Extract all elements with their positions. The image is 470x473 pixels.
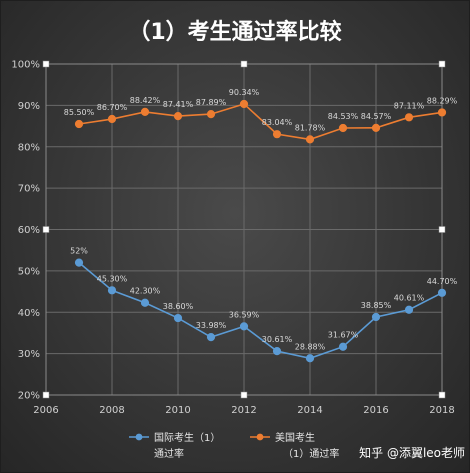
x-tick-label: 2014 — [297, 405, 322, 416]
legend-label: 通过率 — [154, 447, 184, 460]
y-tick-label: 70% — [18, 184, 40, 195]
y-tick-label: 80% — [18, 142, 40, 153]
data-point — [272, 347, 282, 356]
data-label: 83.04% — [262, 118, 293, 127]
legend-label: （1）通过率 — [283, 447, 339, 460]
data-point — [437, 108, 447, 117]
x-tick-label: 2012 — [231, 405, 256, 416]
data-point — [338, 342, 348, 351]
data-point — [74, 258, 84, 267]
y-tick-label: 20% — [18, 391, 40, 402]
data-label: 36.59% — [229, 310, 260, 319]
selection-handle — [42, 391, 50, 399]
data-label: 30.61% — [262, 335, 293, 344]
data-label: 87.89% — [196, 98, 227, 107]
data-label: 87.11% — [394, 101, 425, 110]
data-label: 31.67% — [328, 331, 359, 340]
watermark: 知乎 @添翼leo老师 — [359, 446, 465, 460]
data-label: 38.85% — [361, 301, 392, 310]
data-label: 45.30% — [97, 274, 128, 283]
data-label: 85.50% — [64, 108, 95, 117]
data-point — [206, 333, 216, 342]
data-label: 84.53% — [328, 112, 359, 121]
data-point — [140, 298, 150, 307]
selection-handle — [42, 60, 50, 68]
data-label: 38.60% — [163, 302, 194, 311]
selection-handle — [240, 391, 248, 399]
data-point — [272, 130, 282, 139]
chart-title: （1）考生通过率比较 — [128, 19, 341, 45]
data-point — [107, 114, 117, 124]
y-tick-label: 100% — [11, 60, 40, 71]
data-point — [437, 288, 447, 297]
selection-handle — [42, 226, 50, 233]
data-label: 28.88% — [295, 342, 326, 351]
plot-area: 20% 30% 40% 50% 60% 70% 80% 90% 100% 2006 2008 2010… — [11, 60, 457, 417]
data-label: 40.61% — [394, 294, 425, 303]
selection-handle — [438, 391, 446, 399]
data-point — [239, 99, 249, 109]
data-label: 90.34% — [229, 88, 260, 97]
legend-label: 国际考生（1） — [154, 431, 220, 444]
legend-swatch-marker — [135, 433, 143, 441]
data-label: 44.70% — [427, 277, 458, 286]
data-point — [371, 312, 381, 322]
data-point — [404, 305, 414, 314]
selection-handle — [438, 226, 446, 233]
data-point — [173, 111, 183, 121]
data-label: 86.70% — [97, 103, 128, 112]
x-tick-label: 2018 — [429, 405, 454, 416]
x-tick-label: 2010 — [165, 405, 190, 416]
data-point — [371, 123, 381, 132]
data-label: 88.29% — [427, 96, 458, 105]
data-label: 42.30% — [130, 287, 161, 296]
y-tick-label: 40% — [18, 308, 40, 319]
x-tick-label: 2016 — [363, 405, 388, 416]
data-point — [206, 110, 216, 119]
data-point — [74, 119, 84, 129]
selection-handle — [240, 60, 248, 68]
series-line-2 — [78, 103, 443, 141]
data-point — [239, 322, 249, 331]
y-tick-label: 30% — [18, 349, 40, 360]
data-label: 81.78% — [295, 123, 326, 132]
data-point — [338, 123, 348, 133]
selection-handle — [438, 60, 446, 68]
y-tick-label: 60% — [18, 225, 40, 236]
data-label: 87.41% — [163, 100, 194, 109]
data-label: 52% — [70, 247, 88, 256]
legend-swatch-marker — [256, 433, 264, 441]
data-point — [140, 107, 150, 117]
series-line-1 — [78, 261, 443, 360]
legend-label: 美国考生 — [275, 431, 315, 444]
data-point — [404, 113, 414, 122]
y-tick-label: 90% — [18, 101, 40, 112]
data-point — [173, 313, 183, 323]
data-point — [107, 286, 117, 295]
legend: 国际考生（1） 通过率 美国考生 （1）通过率 — [129, 431, 339, 460]
x-tick-label: 2006 — [33, 405, 58, 416]
x-tick-label: 2008 — [99, 405, 124, 416]
data-point — [305, 354, 315, 363]
data-label: 33.98% — [196, 321, 227, 330]
data-point — [305, 135, 315, 144]
y-tick-label: 50% — [18, 266, 40, 277]
data-label: 84.57% — [361, 112, 392, 121]
data-label: 88.42% — [130, 96, 161, 105]
